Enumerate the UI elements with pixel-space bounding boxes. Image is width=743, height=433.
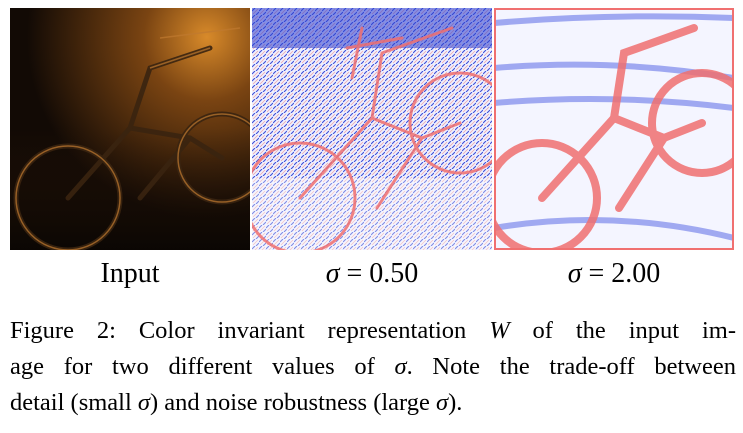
panel-label-sigma-200: σ = 2.00 — [494, 254, 734, 294]
caption-text: age for two different values of — [10, 353, 395, 380]
caption-text: . Note the trade-off between — [406, 353, 736, 380]
panel-label-input: Input — [100, 258, 160, 289]
caption-text: ) and noise robustness (large — [150, 389, 437, 416]
caption-line-3: detail (small σ) and noise robustness (l… — [10, 385, 736, 421]
sigma-symbol: σ — [325, 258, 340, 289]
caption-line-2: age for two different values of σ. Note … — [10, 349, 736, 385]
caption-math-W: W — [489, 317, 510, 344]
input-photo — [10, 8, 250, 250]
caption-line-1: Figure 2: Color invariant representation… — [10, 313, 736, 349]
caption-text: Figure 2: Color invariant representation — [10, 317, 490, 344]
figure-caption: Figure 2: Color invariant representation… — [10, 313, 736, 421]
caption-math-sigma: σ — [436, 389, 449, 416]
sigma-value: = 0.50 — [339, 258, 419, 289]
caption-math-sigma: σ — [137, 389, 151, 416]
sigma-symbol: σ — [567, 258, 582, 289]
sigma-200-map — [494, 8, 734, 250]
sigma-050-map — [252, 8, 492, 250]
caption-text: detail (small — [10, 389, 138, 416]
caption-math-sigma: σ — [394, 353, 407, 380]
caption-text: of the input im- — [509, 317, 736, 344]
panel-label-sigma-050: σ = 0.50 — [252, 254, 492, 294]
sigma-value: = 2.00 — [581, 258, 661, 289]
caption-text: ). — [448, 389, 463, 416]
